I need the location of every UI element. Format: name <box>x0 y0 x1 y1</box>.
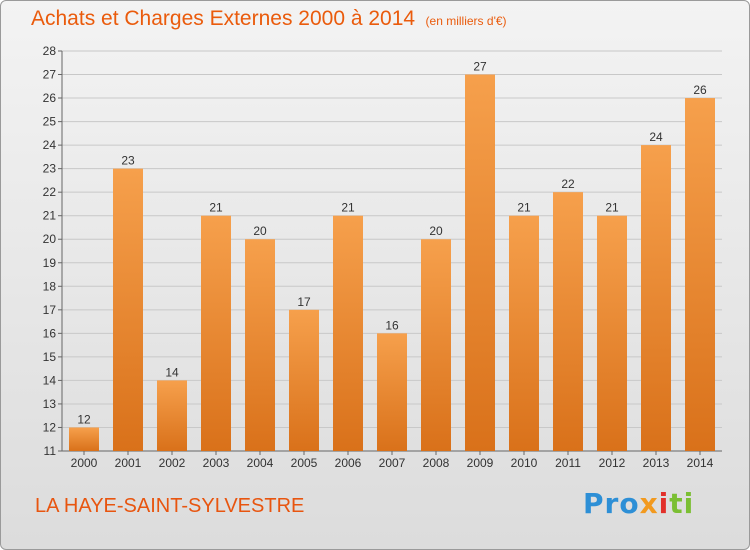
bar <box>245 239 275 451</box>
y-tick-label: 11 <box>44 444 57 458</box>
bars <box>69 74 715 452</box>
chart-title: Achats et Charges Externes 2000 à 2014 (… <box>31 7 507 31</box>
x-tick-label: 2010 <box>511 456 538 470</box>
bar <box>597 215 627 451</box>
y-tick-label: 13 <box>43 397 57 411</box>
y-tick-label: 25 <box>43 115 57 129</box>
y-tick-label: 27 <box>43 68 57 82</box>
bar <box>377 333 407 451</box>
y-tick-label: 26 <box>43 91 57 105</box>
x-tick-label: 2007 <box>379 456 406 470</box>
x-tick-label: 2011 <box>555 456 581 470</box>
y-tick-label: 22 <box>43 185 57 199</box>
bar <box>465 74 495 451</box>
x-tick-label: 2014 <box>687 456 714 470</box>
data-label: 24 <box>649 130 663 144</box>
data-label: 20 <box>429 224 443 238</box>
bar <box>113 168 143 451</box>
bar <box>157 380 187 451</box>
x-tick-label: 2002 <box>159 456 186 470</box>
bar <box>289 309 319 451</box>
bar <box>201 215 231 451</box>
y-tick-label: 14 <box>43 373 57 387</box>
x-tick-label: 2004 <box>247 456 274 470</box>
x-tick-label: 2008 <box>423 456 450 470</box>
x-tick-label: 2000 <box>71 456 98 470</box>
chart-title-text: Achats et Charges Externes 2000 à 2014 <box>31 7 416 30</box>
x-tick-label: 2009 <box>467 456 494 470</box>
x-tick-label: 2013 <box>643 456 670 470</box>
x-tick-label: 2003 <box>203 456 230 470</box>
bar <box>421 239 451 451</box>
data-label: 20 <box>253 224 267 238</box>
bar <box>333 215 363 451</box>
data-label: 27 <box>473 60 487 74</box>
y-tick-label: 28 <box>43 44 57 58</box>
data-label: 17 <box>297 295 311 309</box>
data-label: 21 <box>209 201 223 215</box>
y-tick-label: 16 <box>43 326 57 340</box>
data-label: 14 <box>165 365 179 379</box>
y-tick-label: 12 <box>43 420 57 434</box>
data-label: 21 <box>517 201 531 215</box>
x-tick-label: 2006 <box>335 456 362 470</box>
logo-part: i <box>658 487 670 520</box>
bar <box>641 145 671 451</box>
logo-part: x <box>639 487 659 520</box>
x-tick-label: 2001 <box>115 456 142 470</box>
logo-part: ti <box>669 487 695 520</box>
y-tick-label: 15 <box>43 350 57 364</box>
labels: 12 2000 23 2001 14 2002 21 2003 20 2004 17 2005 21 20… <box>71 60 714 470</box>
y-tick-label: 21 <box>43 209 57 223</box>
proxiti-logo: Proxiti <box>583 487 694 520</box>
data-label: 23 <box>121 154 135 168</box>
bar <box>509 215 539 451</box>
x-tick-label: 2005 <box>291 456 318 470</box>
logo-part: Pro <box>583 487 640 520</box>
bar <box>69 427 99 451</box>
y-tick-label: 23 <box>43 162 57 176</box>
data-label: 21 <box>341 201 355 215</box>
data-label: 21 <box>605 201 619 215</box>
commune-name: LA HAYE-SAINT-SYLVESTRE <box>35 495 305 517</box>
data-label: 16 <box>385 318 399 332</box>
bar <box>553 192 583 452</box>
y-tick-label: 24 <box>43 138 57 152</box>
x-tick-label: 2012 <box>599 456 626 470</box>
data-label: 12 <box>77 412 91 426</box>
chart-unit: (en milliers d'€) <box>425 14 507 28</box>
data-label: 22 <box>561 177 575 191</box>
y-tick-label: 18 <box>43 279 57 293</box>
data-label: 26 <box>693 83 707 97</box>
y-tick-label: 17 <box>43 303 57 317</box>
y-tick-label: 20 <box>43 232 57 246</box>
bar <box>685 98 715 451</box>
y-tick-label: 19 <box>43 256 57 270</box>
